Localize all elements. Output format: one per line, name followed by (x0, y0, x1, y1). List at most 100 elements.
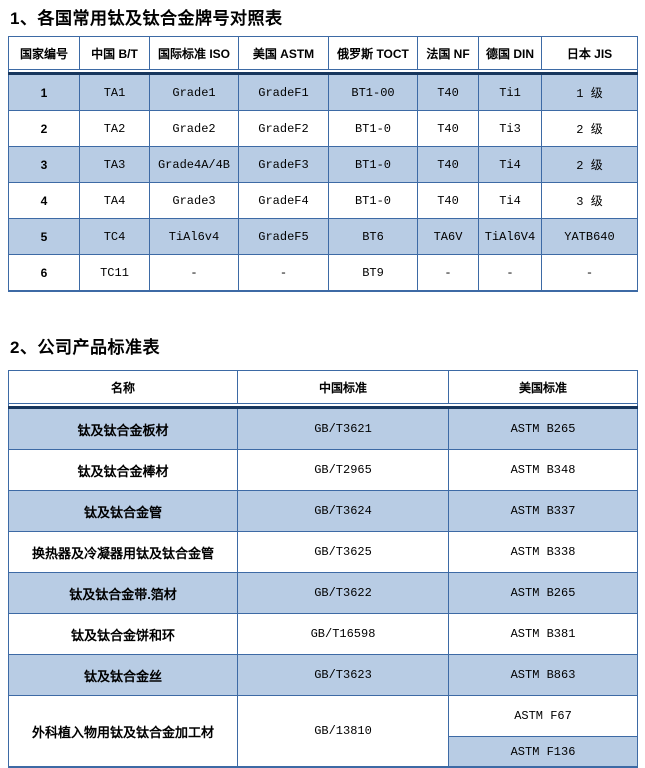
grade-table-cell: - (238, 254, 329, 292)
grade-table-cell: TA1 (79, 73, 150, 111)
grade-table-cell: BT1-0 (328, 146, 418, 183)
product-table-row: 外科植入物用钛及钛合金加工材 GB/13810 ASTM F67 (8, 695, 638, 768)
grade-table-cell: 1 级 (541, 73, 638, 111)
grade-table-cell: T40 (417, 182, 479, 219)
product-table-row: 钛及钛合金饼和环 GB/T16598 ASTM B381 (8, 613, 638, 655)
grade-table-cell: TC11 (79, 254, 150, 292)
grade-table-header-row: 国家编号 中国 B/T 国际标准 ISO 美国 ASTM 俄罗斯 TOCT 法国 NF 德国… (8, 36, 638, 70)
product-table-row: 钛及钛合金带.箔材 GB/T3622 ASTM B265 (8, 572, 638, 614)
cn-standard-cell: GB/T2965 (237, 449, 449, 491)
us-standard-cell: ASTM B338 (448, 531, 638, 573)
product-name-cell: 钛及钛合金管 (8, 490, 238, 532)
product-name-cell: 换热器及冷凝器用钛及钛合金管 (8, 531, 238, 573)
column-header: 中国 B/T (79, 36, 150, 70)
grade-table-cell: - (541, 254, 638, 292)
grade-table-row: 5 TC4 TiAl6v4 GradeF5 BT6 TA6V TiAl6V4 YATB640 (8, 218, 638, 255)
grade-table-cell: TA6V (417, 218, 479, 255)
grade-table-cell: BT1-0 (328, 182, 418, 219)
grade-table-cell: TiAl6v4 (149, 218, 239, 255)
grade-table-cell: GradeF5 (238, 218, 329, 255)
header-separator-rule (8, 403, 638, 409)
product-table-row: 钛及钛合金丝 GB/T3623 ASTM B863 (8, 654, 638, 696)
grade-table-cell: Ti1 (478, 73, 542, 111)
product-table-row: 钛及钛合金板材 GB/T3621 ASTM B265 (8, 407, 638, 450)
grade-table-cell: 3 级 (541, 182, 638, 219)
grade-table-cell: 4 (8, 182, 80, 219)
column-header: 美国标准 (448, 370, 638, 404)
column-header: 美国 ASTM (238, 36, 329, 70)
cn-standard-cell: GB/T3623 (237, 654, 449, 696)
column-header: 俄罗斯 TOCT (328, 36, 418, 70)
cn-standard-cell: GB/T3622 (237, 572, 449, 614)
cn-standard-cell: GB/13810 (237, 695, 449, 768)
grade-table-cell: BT9 (328, 254, 418, 292)
grade-table-cell: Ti3 (478, 110, 542, 147)
grade-table-cell: GradeF2 (238, 110, 329, 147)
grade-table-cell: Grade1 (149, 73, 239, 111)
product-table-header-row: 名称 中国标准 美国标准 (8, 370, 638, 404)
grade-table-cell: - (478, 254, 542, 292)
grade-table-row: 4 TA4 Grade3 GradeF4 BT1-0 T40 Ti4 3 级 (8, 182, 638, 219)
product-table-row: 钛及钛合金棒材 GB/T2965 ASTM B348 (8, 449, 638, 491)
grade-table-cell: T40 (417, 146, 479, 183)
grade-table-cell: Grade2 (149, 110, 239, 147)
us-standard-cell: ASTM B348 (448, 449, 638, 491)
column-header: 国际标准 ISO (149, 36, 239, 70)
column-header: 法国 NF (417, 36, 479, 70)
product-name-cell: 钛及钛合金饼和环 (8, 613, 238, 655)
grade-table-cell: T40 (417, 73, 479, 111)
us-standard-cell: ASTM B381 (448, 613, 638, 655)
grade-comparison-table: 国家编号 中国 B/T 国际标准 ISO 美国 ASTM 俄罗斯 TOCT 法国 NF 德国… (8, 36, 638, 292)
grade-table-cell: TA2 (79, 110, 150, 147)
grade-table-cell: T40 (417, 110, 479, 147)
grade-table-cell: YATB640 (541, 218, 638, 255)
column-header: 国家编号 (8, 36, 80, 70)
cn-standard-cell: GB/T3621 (237, 407, 449, 450)
grade-table-cell: GradeF1 (238, 73, 329, 111)
grade-table-cell: - (149, 254, 239, 292)
grade-table-row: 6 TC11- - BT9- - - (8, 254, 638, 292)
cn-standard-cell: GB/T16598 (237, 613, 449, 655)
cn-standard-cell: GB/T3625 (237, 531, 449, 573)
grade-table-cell: 5 (8, 218, 80, 255)
grade-table-cell: 1 (8, 73, 80, 111)
us-standard-cell: ASTM B337 (448, 490, 638, 532)
grade-table-cell: 3 (8, 146, 80, 183)
grade-table-row: 3 TA3 Grade4A/4B GradeF3 BT1-0 T40 Ti4 2 级 (8, 146, 638, 183)
grade-table-cell: Ti4 (478, 182, 542, 219)
grade-table-cell: TA4 (79, 182, 150, 219)
us-standard-cell: ASTM B265 (448, 572, 638, 614)
column-header: 德国 DIN (478, 36, 542, 70)
cn-standard-cell: GB/T3624 (237, 490, 449, 532)
us-standard-cell: ASTM F67 (448, 695, 638, 737)
grade-table-cell: 6 (8, 254, 80, 292)
grade-table-cell: BT1-0 (328, 110, 418, 147)
us-standard-cell: ASTM F136 (448, 736, 638, 768)
grade-table-cell: 2 (8, 110, 80, 147)
grade-table-cell: Grade3 (149, 182, 239, 219)
grade-table-row: 2 TA2 Grade2 GradeF2 BT1-0 T40 Ti3 2 级 (8, 110, 638, 147)
grade-table-cell: - (417, 254, 479, 292)
grade-table-cell: TC4 (79, 218, 150, 255)
product-table-row: 钛及钛合金管 GB/T3624 ASTM B337 (8, 490, 638, 532)
grade-table-cell: 2 级 (541, 110, 638, 147)
us-standard-cell: ASTM B265 (448, 407, 638, 450)
product-standard-table: 名称 中国标准 美国标准 钛及钛合金板材 GB/T3621 ASTM B265 钛及钛合金… (8, 370, 638, 768)
grade-table-cell: Grade4A/4B (149, 146, 239, 183)
grade-table-cell: GradeF3 (238, 146, 329, 183)
product-table-row: 换热器及冷凝器用钛及钛合金管 GB/T3625 ASTM B338 (8, 531, 638, 573)
grade-table-cell: BT1-00 (328, 73, 418, 111)
column-header: 名称 (8, 370, 238, 404)
section1-title: 1、各国常用钛及钛合金牌号对照表 (10, 9, 283, 28)
product-name-cell: 钛及钛合金棒材 (8, 449, 238, 491)
grade-table-cell: Ti4 (478, 146, 542, 183)
column-header: 中国标准 (237, 370, 449, 404)
grade-table-cell: BT6 (328, 218, 418, 255)
section2-title: 2、公司产品标准表 (10, 338, 160, 357)
grade-table-cell: TiAl6V4 (478, 218, 542, 255)
product-name-cell: 钛及钛合金板材 (8, 407, 238, 450)
header-separator-rule (8, 69, 638, 75)
grade-table-cell: 2 级 (541, 146, 638, 183)
product-name-cell: 钛及钛合金丝 (8, 654, 238, 696)
